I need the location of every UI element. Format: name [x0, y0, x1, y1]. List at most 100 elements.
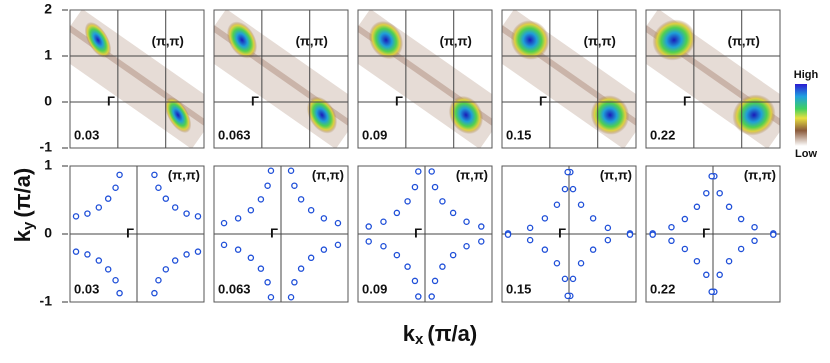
fs-point: [194, 248, 202, 255]
doping-label: 0.15: [506, 281, 531, 296]
fs-point: [155, 184, 162, 192]
fs-point: [449, 251, 457, 259]
doping-label: 0.063: [218, 127, 251, 142]
fs-point: [604, 224, 612, 232]
panel-content: [214, 10, 348, 148]
fs-point: [431, 277, 439, 285]
panel-frame: [501, 165, 637, 303]
fs-point: [334, 241, 342, 249]
fs-point: [703, 189, 710, 197]
fs-point: [449, 209, 457, 217]
fs-point: [541, 246, 549, 253]
gamma-label: Γ: [126, 225, 134, 240]
fs-point: [428, 168, 435, 175]
panel-content: [70, 10, 204, 148]
fs-point: [668, 237, 675, 245]
fs-point: [220, 241, 228, 249]
fs-point: [72, 213, 80, 220]
corner-label: (π,π): [440, 33, 472, 48]
panel-frame: [645, 9, 781, 149]
corner-label: (π,π): [728, 33, 760, 48]
fs-point: [703, 271, 710, 279]
fs-point: [291, 279, 298, 286]
fs-point: [320, 246, 328, 253]
fs-point: [716, 271, 723, 279]
fs-point: [112, 276, 119, 284]
y-tick-label: 0: [44, 93, 52, 109]
fs-point: [365, 238, 372, 245]
fs-point: [264, 279, 271, 286]
x-label-base: k: [403, 321, 416, 346]
panel-content: [646, 10, 780, 148]
fs-point: [589, 246, 597, 253]
fs-point: [297, 196, 305, 203]
corner-label: (π,π): [744, 167, 776, 182]
fs-point: [439, 263, 446, 270]
fs-point: [577, 201, 585, 209]
fs-point: [247, 254, 255, 262]
fs-point: [751, 223, 758, 231]
fs-point: [264, 182, 271, 189]
panel-content: [70, 166, 204, 302]
fs-point: [708, 288, 715, 296]
hot-spot: [448, 95, 484, 135]
fs-point: [116, 289, 123, 297]
fs-point: [171, 204, 179, 211]
y-tick-label: -1: [40, 139, 53, 155]
fs-point: [564, 168, 571, 176]
fs-point: [681, 245, 689, 253]
corner-label: (π,π): [456, 167, 488, 182]
fs-point: [183, 251, 190, 258]
fs-point: [526, 236, 534, 244]
fs-point: [257, 265, 265, 272]
doping-label: 0.063: [218, 281, 251, 296]
fs-point: [553, 201, 561, 209]
hot-spot: [368, 20, 404, 60]
fs-point: [404, 263, 411, 270]
fs-point: [415, 293, 422, 300]
y-tick-label: 2: [44, 1, 52, 17]
gamma-label: Γ: [558, 225, 566, 240]
y-label-sub: y: [20, 221, 37, 230]
panel-content: [358, 166, 492, 302]
y-tick-label: 1: [44, 157, 52, 173]
doping-label: 0.15: [506, 127, 531, 142]
fs-point: [220, 219, 228, 227]
corner-label: (π,π): [168, 167, 200, 182]
hot-spot: [164, 96, 192, 134]
panel: Γ (π,π) 0.063: [213, 165, 349, 303]
fs-point: [307, 206, 315, 214]
hot-spot: [732, 94, 776, 136]
fs-point: [431, 183, 439, 191]
fs-point: [162, 195, 170, 202]
fs-point: [478, 238, 485, 245]
y-label-base: k: [10, 229, 35, 242]
panel-frame: [69, 9, 205, 149]
fs-point: [104, 266, 112, 273]
fs-point: [95, 257, 103, 264]
panel: Γ (π,π) 0.22: [645, 9, 781, 149]
panel-content: [502, 10, 636, 148]
panel-frame: [357, 9, 493, 149]
fs-point: [84, 251, 91, 258]
gamma-label: Γ: [270, 225, 278, 240]
panel: Γ (π,π) 0.09: [357, 165, 493, 303]
y-axis-label: ky (π/a): [10, 168, 37, 242]
fs-point: [708, 172, 715, 180]
fs-point: [291, 182, 298, 189]
fs-point: [365, 223, 372, 230]
hot-spot: [590, 95, 630, 135]
fs-point: [411, 183, 419, 191]
fs-point: [267, 293, 275, 301]
fs-point: [404, 198, 411, 205]
fs-point: [155, 276, 162, 284]
fs-point: [234, 215, 242, 222]
fs-point: [151, 171, 158, 179]
fs-point: [428, 293, 435, 300]
panel-frame: [645, 165, 781, 303]
gamma-label: Γ: [395, 93, 403, 108]
fs-point: [171, 257, 179, 264]
fs-point: [751, 237, 758, 245]
fs-point: [297, 265, 305, 272]
panel: Γ (π,π) 0.03: [69, 165, 205, 303]
